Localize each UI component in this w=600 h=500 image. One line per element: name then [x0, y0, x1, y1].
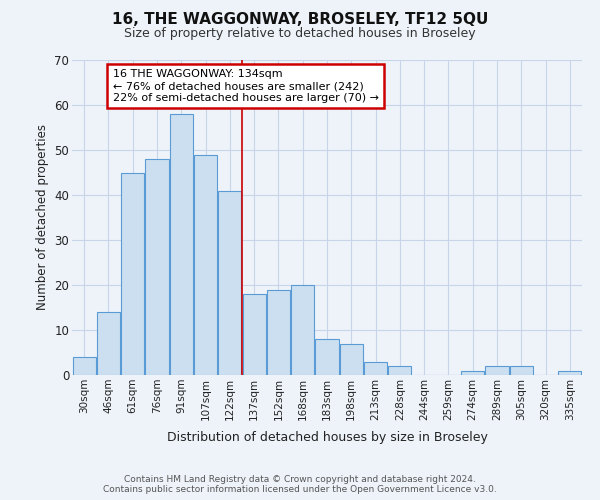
Bar: [170, 114, 193, 375]
Bar: [291, 285, 314, 375]
Text: Size of property relative to detached houses in Broseley: Size of property relative to detached ho…: [124, 28, 476, 40]
Bar: [194, 154, 217, 375]
Bar: [485, 366, 509, 375]
Bar: [218, 190, 241, 375]
Bar: [145, 159, 169, 375]
Bar: [461, 370, 484, 375]
Bar: [364, 362, 387, 375]
Bar: [97, 312, 120, 375]
Bar: [388, 366, 412, 375]
Bar: [316, 339, 338, 375]
Bar: [267, 290, 290, 375]
Bar: [559, 370, 581, 375]
X-axis label: Distribution of detached houses by size in Broseley: Distribution of detached houses by size …: [167, 431, 487, 444]
Bar: [340, 344, 363, 375]
Bar: [73, 357, 95, 375]
Bar: [242, 294, 266, 375]
Text: Contains HM Land Registry data © Crown copyright and database right 2024.
Contai: Contains HM Land Registry data © Crown c…: [103, 474, 497, 494]
Text: 16, THE WAGGONWAY, BROSELEY, TF12 5QU: 16, THE WAGGONWAY, BROSELEY, TF12 5QU: [112, 12, 488, 28]
Y-axis label: Number of detached properties: Number of detached properties: [36, 124, 49, 310]
Bar: [510, 366, 533, 375]
Bar: [121, 172, 144, 375]
Text: 16 THE WAGGONWAY: 134sqm
← 76% of detached houses are smaller (242)
22% of semi-: 16 THE WAGGONWAY: 134sqm ← 76% of detach…: [113, 70, 379, 102]
